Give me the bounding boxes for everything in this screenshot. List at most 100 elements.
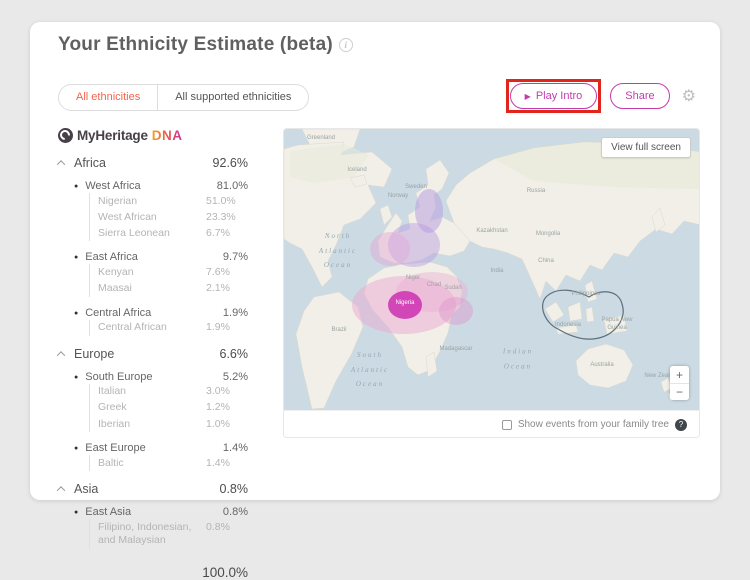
ethnicity-row-leaf: Iberian 1.0%	[89, 416, 248, 433]
view-full-screen-button[interactable]: View full screen	[601, 137, 691, 158]
ethnicity-row-group[interactable]: ● East Africa 9.7%	[74, 251, 248, 264]
ethnicity-row-group[interactable]: ● West Africa 81.0%	[74, 180, 248, 193]
gear-icon[interactable]: ⚙	[681, 88, 696, 105]
ethnicity-value: 6.7%	[206, 226, 230, 239]
help-icon[interactable]: ?	[675, 418, 687, 431]
landmass-sulawesi	[585, 306, 595, 323]
ethnicity-row-leaf: Italian 3.0%	[89, 383, 248, 400]
ethnicity-name: Baltic	[98, 456, 124, 469]
ethnicity-value: 1.2%	[206, 401, 230, 414]
ethnicity-row-leaf: Central African 1.9%	[89, 319, 248, 336]
tab-all-ethnicities[interactable]: All ethnicities	[76, 91, 141, 103]
ethnicity-row-group[interactable]: ● South Europe 5.2%	[74, 371, 248, 384]
map-zoom-control: + −	[670, 366, 689, 400]
ethnicity-value: 51.0%	[206, 194, 236, 207]
map-panel: Greenland Iceland Norway Sweden Russia K…	[283, 128, 700, 438]
ethnicity-value: 0.8%	[222, 506, 248, 519]
landmass-united-kingdom	[379, 204, 393, 226]
ethnicity-value: 81.0%	[216, 180, 248, 192]
ethnicity-name: Sierra Leonean	[98, 226, 170, 239]
collapse-chevron-icon[interactable]	[58, 351, 74, 357]
ethnicity-sidebar: MyHeritage DNA Africa 92.6% ● West Africa 81…	[58, 128, 248, 580]
ethnicity-region-east-africa	[439, 297, 473, 325]
ethnicity-name: Africa	[74, 156, 106, 170]
landmass-japan	[651, 207, 666, 233]
play-intro-button[interactable]: ▶ Play Intro	[509, 83, 598, 109]
ethnicity-row-category[interactable]: Africa 92.6%	[58, 156, 248, 170]
ethnicity-row-leaf: Greek 1.2%	[89, 399, 248, 416]
play-icon: ▶	[524, 91, 531, 101]
ethnicity-value: 0.8%	[206, 520, 230, 533]
ethnicity-name: East Asia	[85, 506, 132, 519]
ethnicity-value: 92.6%	[212, 156, 248, 170]
logo-dna-text: DNA	[151, 128, 183, 143]
ethnicity-name: Asia	[74, 482, 99, 497]
share-button[interactable]: Share	[610, 83, 670, 109]
ethnicity-row-leaf: Sierra Leonean 6.7%	[89, 225, 248, 242]
ethnicity-row-group[interactable]: ● East Asia 0.8%	[74, 506, 248, 519]
ethnicity-value: 9.7%	[222, 251, 248, 264]
landmass-australia	[575, 343, 634, 389]
ethnicity-name: Iberian	[98, 417, 131, 430]
ethnicity-value: 1.4%	[206, 456, 230, 469]
landmass-java	[555, 324, 579, 335]
ethnicity-row-leaf: West African 23.3%	[89, 209, 248, 226]
ethnicity-row-leaf: Baltic 1.4%	[89, 455, 248, 472]
info-icon[interactable]: i	[338, 38, 353, 52]
ethnicity-name: Central Africa	[85, 306, 152, 319]
share-label: Share	[625, 90, 655, 102]
logo-brand-text: MyHeritage	[77, 128, 148, 143]
bullet-icon: ●	[74, 254, 79, 262]
myheritage-logo-icon	[58, 128, 73, 143]
bullet-icon: ●	[74, 309, 79, 317]
bullet-icon: ●	[74, 509, 79, 517]
ethnicity-value: 1.9%	[206, 321, 230, 334]
ethnicity-name: Kenyan	[98, 265, 134, 278]
collapse-chevron-icon[interactable]	[58, 486, 74, 492]
bullet-icon: ●	[74, 445, 79, 453]
ethnicity-name: Italian	[98, 385, 127, 398]
show-events-checkbox[interactable]	[501, 419, 512, 430]
ethnicity-name: Maasai	[98, 282, 132, 294]
play-intro-highlight-box: ▶ Play Intro	[505, 79, 602, 113]
ethnicity-estimate-card: Your Ethnicity Estimate (beta) i All ethn…	[30, 22, 720, 580]
collapse-chevron-icon[interactable]	[58, 160, 74, 166]
zoom-in-button[interactable]: +	[670, 366, 689, 383]
ethnicity-value: 1.0%	[206, 417, 230, 430]
ethnicity-name: Greek	[98, 401, 127, 414]
ethnicity-row-group[interactable]: ● East Europe 1.4%	[74, 442, 248, 455]
ethnicity-region-iberia	[370, 232, 410, 266]
tab-all-supported-ethnicities[interactable]: All supported ethnicities	[157, 85, 308, 110]
page-title: Your Ethnicity Estimate (beta) i	[58, 34, 353, 56]
ethnicity-row-category[interactable]: Europe 6.6%	[58, 347, 248, 361]
landmass-madagascar	[425, 351, 438, 378]
ethnicity-value: 2.1%	[206, 282, 230, 294]
ethnicity-name: Filipino, Indonesian, and Malaysian	[98, 520, 192, 546]
ethnicity-name: West African	[98, 210, 157, 223]
ethnicity-list: Africa 92.6% ● West Africa 81.0% Nigerian 51.0…	[58, 156, 248, 549]
bullet-icon: ●	[74, 373, 79, 381]
landmass-sumatra	[544, 301, 565, 323]
ethnicity-value: 1.9%	[222, 306, 248, 319]
ethnicity-name: South Europe	[85, 370, 153, 383]
ethnicity-region-nigeria-core	[388, 291, 422, 319]
ethnicity-row-group[interactable]: ● Central Africa 1.9%	[74, 307, 248, 320]
ethnicity-name: Europe	[74, 346, 115, 361]
east-asia-region-outline	[542, 289, 624, 340]
page-title-text: Your Ethnicity Estimate (beta)	[58, 34, 333, 55]
zoom-out-button[interactable]: −	[670, 383, 689, 400]
ethnicity-region-south-europe	[388, 223, 440, 267]
world-map[interactable]: Greenland Iceland Norway Sweden Russia K…	[284, 129, 699, 410]
ethnicity-value: 5.2%	[222, 370, 248, 383]
map-footer: Show events from your family tree ?	[284, 410, 699, 437]
ethnicity-row-leaf: Kenyan 7.6%	[89, 264, 248, 281]
ethnicity-name: West Africa	[85, 180, 141, 192]
ethnicity-region-baltic	[415, 189, 443, 233]
ethnicity-row-leaf: Maasai 2.1%	[89, 280, 248, 297]
ethnicity-value: 7.6%	[206, 265, 230, 278]
ethnicity-name: Central African	[98, 321, 167, 334]
ethnicity-name: East Africa	[85, 251, 138, 264]
myheritage-dna-logo: MyHeritage DNA	[58, 128, 248, 143]
ethnicity-row-category[interactable]: Asia 0.8%	[58, 482, 248, 496]
ethnicity-value: 3.0%	[206, 385, 230, 398]
